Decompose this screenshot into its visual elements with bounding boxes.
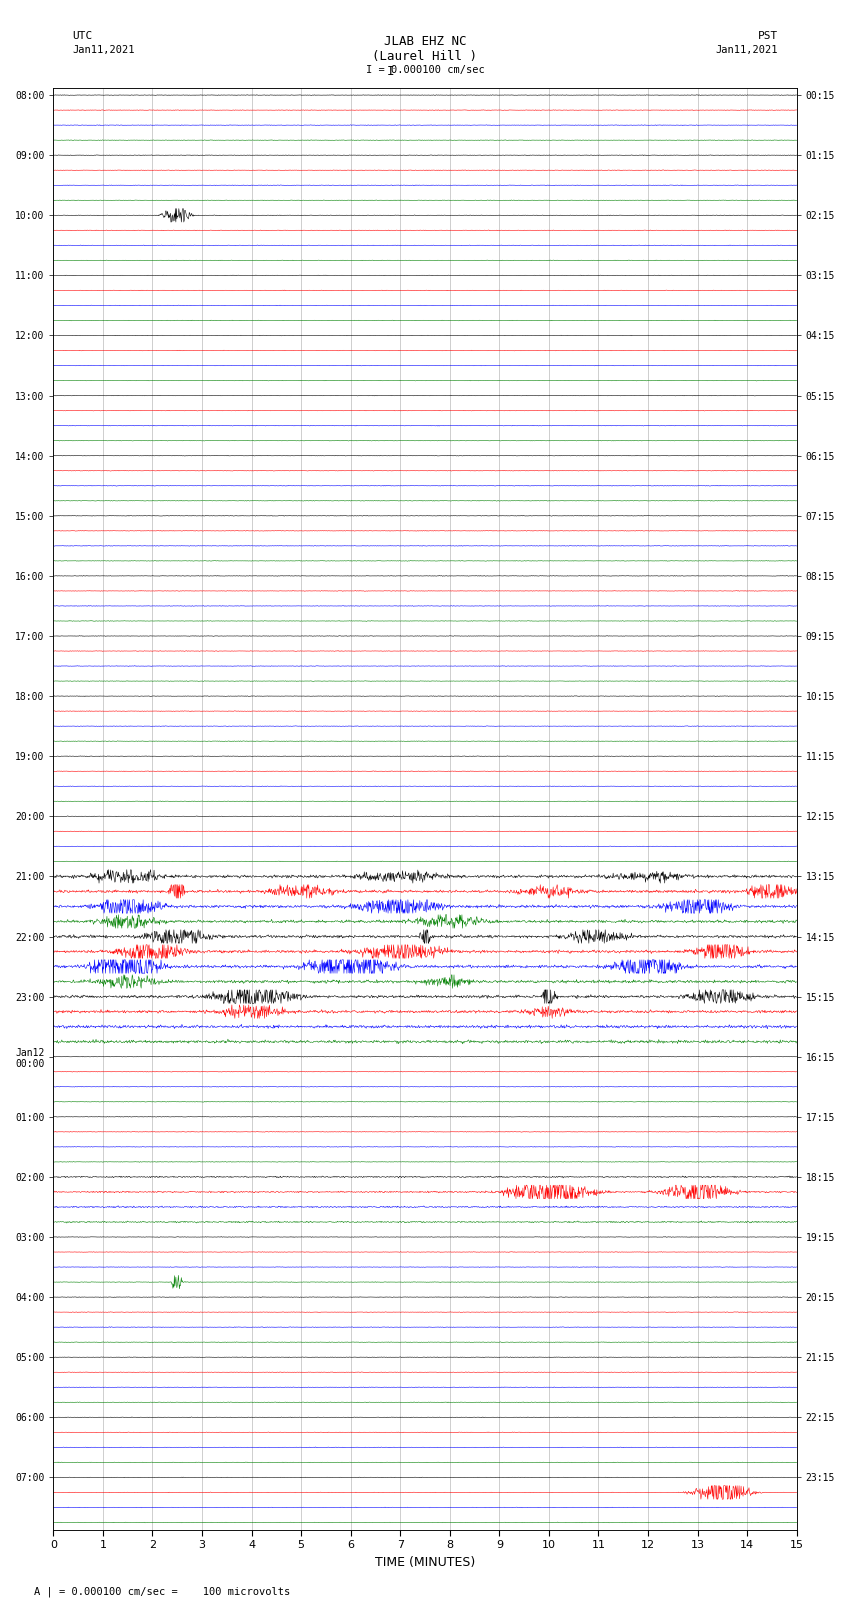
Text: PST: PST (757, 31, 778, 40)
Text: A | = 0.000100 cm/sec =    100 microvolts: A | = 0.000100 cm/sec = 100 microvolts (34, 1586, 290, 1597)
Text: UTC: UTC (72, 31, 93, 40)
Text: Jan11,2021: Jan11,2021 (72, 45, 135, 55)
Text: JLAB EHZ NC: JLAB EHZ NC (383, 35, 467, 48)
Text: (Laurel Hill ): (Laurel Hill ) (372, 50, 478, 63)
Text: Jan11,2021: Jan11,2021 (715, 45, 778, 55)
X-axis label: TIME (MINUTES): TIME (MINUTES) (375, 1557, 475, 1569)
Text: I = 0.000100 cm/sec: I = 0.000100 cm/sec (366, 65, 484, 74)
Text: I: I (388, 65, 394, 77)
